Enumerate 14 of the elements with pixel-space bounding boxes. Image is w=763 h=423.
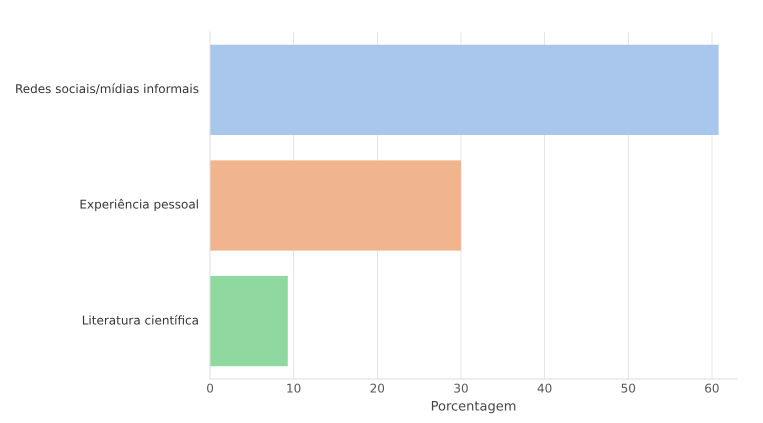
x-tick-label: 60 [704,381,720,396]
x-tick-label: 30 [453,381,469,396]
x-tick-label: 50 [620,381,636,396]
bar [210,276,288,366]
y-tick-label: Redes sociais/mídias informais [14,82,200,96]
x-tick-label: 40 [536,381,552,396]
y-tick-label: Experiência pessoal [79,198,200,212]
x-tick-label: 0 [206,381,214,396]
x-axis-title: Porcentagem [430,400,516,415]
y-tick-label: Literatura científica [82,313,200,328]
x-tick-label: 10 [286,381,302,396]
bar [210,160,461,251]
bar [210,44,719,135]
x-tick-label: 20 [370,381,385,396]
